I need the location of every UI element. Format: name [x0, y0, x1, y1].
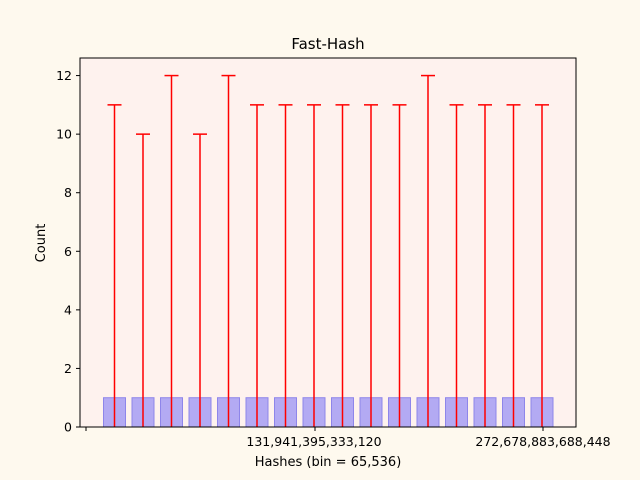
y-tick-label: 8: [64, 185, 72, 200]
y-tick-label: 4: [64, 302, 72, 317]
chart-title: Fast-Hash: [291, 35, 364, 53]
y-tick-label: 6: [64, 244, 72, 259]
y-tick-label: 0: [64, 420, 72, 435]
x-tick-label: 131,941,395,333,120: [246, 434, 381, 449]
plot-area: [80, 58, 576, 427]
error-bars-group: [107, 74, 549, 427]
y-axis: 0 2 4 6 8 10 12: [56, 68, 80, 435]
y-tick-label: 12: [56, 68, 72, 83]
y-axis-label: Count: [34, 224, 49, 263]
x-axis: 131,941,395,333,120 272,678,883,688,448: [85, 427, 611, 449]
y-tick-label: 2: [64, 361, 72, 376]
y-tick-label: 10: [56, 127, 72, 142]
x-tick-label: 272,678,883,688,448: [475, 434, 610, 449]
plot-frame: [79, 57, 577, 428]
x-axis-label: Hashes (bin = 65,536): [255, 455, 402, 470]
